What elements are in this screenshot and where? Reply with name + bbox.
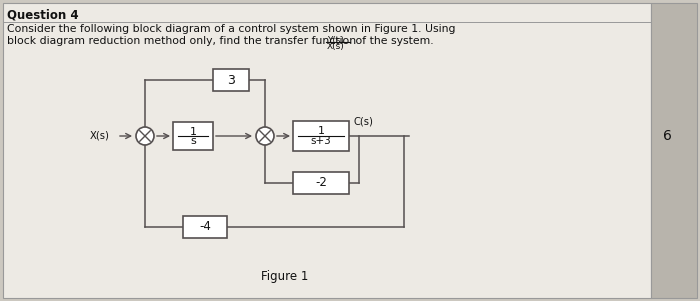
Text: 1: 1	[318, 126, 325, 136]
Text: Figure 1: Figure 1	[261, 270, 309, 283]
Text: -4: -4	[199, 221, 211, 234]
Bar	[651, 3, 697, 298]
Text: Y(s): Y(s)	[327, 36, 344, 45]
Text: Question 4: Question 4	[7, 8, 78, 21]
Text: C(s): C(s)	[353, 117, 373, 127]
Circle shape	[136, 127, 154, 145]
Text: 6: 6	[663, 129, 671, 143]
Text: Consider the following block diagram of a control system shown in Figure 1. Usin: Consider the following block diagram of …	[7, 24, 456, 34]
Text: s: s	[190, 136, 196, 146]
Bar	[173, 122, 213, 150]
Text: of the system.: of the system.	[352, 36, 433, 45]
Text: X(s): X(s)	[90, 131, 110, 141]
Bar	[213, 69, 249, 91]
Text: -2: -2	[315, 176, 327, 190]
Circle shape	[256, 127, 274, 145]
Text: 3: 3	[227, 73, 235, 86]
Text: s+3: s+3	[311, 136, 331, 146]
Bar	[183, 216, 227, 238]
Text: 1: 1	[190, 127, 197, 137]
Bar	[293, 172, 349, 194]
Text: block diagram reduction method only, find the transfer function: block diagram reduction method only, fin…	[7, 36, 356, 46]
Text: X(s): X(s)	[327, 42, 344, 51]
Bar	[293, 121, 349, 151]
